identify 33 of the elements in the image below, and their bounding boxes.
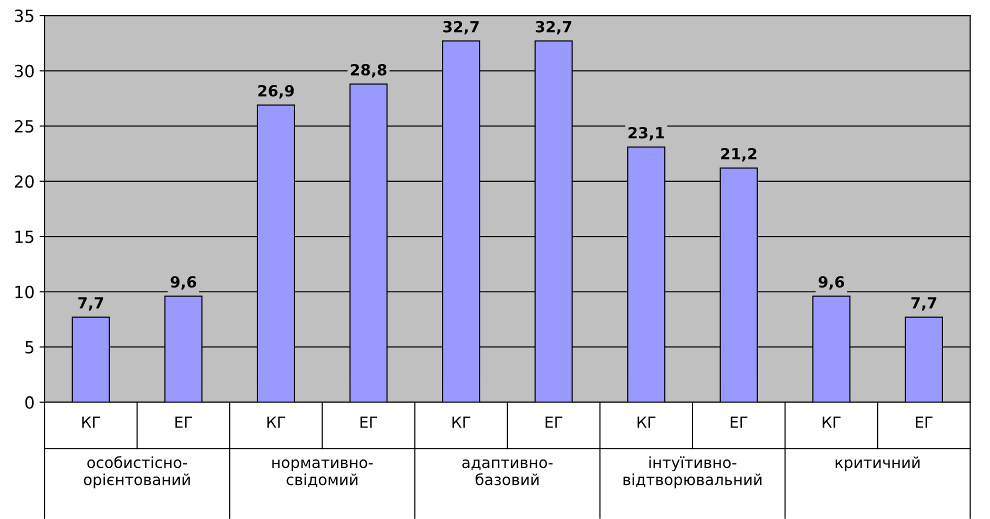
data-label: 9,6	[818, 276, 844, 290]
data-label: 32,7	[536, 20, 572, 34]
text: нормативно- свідомий	[272, 459, 373, 488]
x-tick-label: КГ	[267, 416, 286, 428]
data-label: 26,9	[258, 84, 294, 98]
data-label: 7,7	[78, 297, 104, 311]
y-tick-label: 25	[14, 120, 34, 133]
text: адаптивно- базовий	[462, 459, 553, 486]
x-tick-label: КГ	[822, 416, 841, 428]
y-tick-label: 30	[14, 64, 34, 78]
x-tick-label: ЕГ	[546, 416, 562, 428]
data-label: 9,6	[170, 276, 196, 290]
y-tick-label: 15	[15, 230, 34, 244]
data-label: 23,1	[628, 126, 664, 140]
y-tick-label: 20	[14, 175, 34, 188]
x-tick-label: КГ	[452, 416, 470, 428]
data-label: 28,8	[350, 64, 386, 78]
y-tick-label: 0	[25, 396, 34, 409]
text: особистісно- орієнтований	[84, 456, 190, 488]
y-tick-label: 5	[26, 341, 34, 354]
x-tick-label: ЕГ	[916, 416, 933, 428]
x-tick-label: ЕГ	[360, 416, 378, 428]
x-tick-label: ЕГ	[730, 416, 748, 428]
y-tick-label: 35	[14, 10, 34, 22]
text: інтуїтивно- відтворювальний	[624, 456, 762, 488]
y-tick-label: 10	[15, 286, 34, 298]
x-tick-label: КГ	[638, 416, 656, 428]
x-tick-label: ЕГ	[175, 416, 192, 428]
text: критичний	[836, 456, 920, 472]
x-tick-label: КГ	[82, 416, 100, 428]
data-label: 21,2	[721, 148, 756, 162]
data-label: 7,7	[911, 297, 936, 311]
data-label: 32,7	[443, 20, 479, 34]
